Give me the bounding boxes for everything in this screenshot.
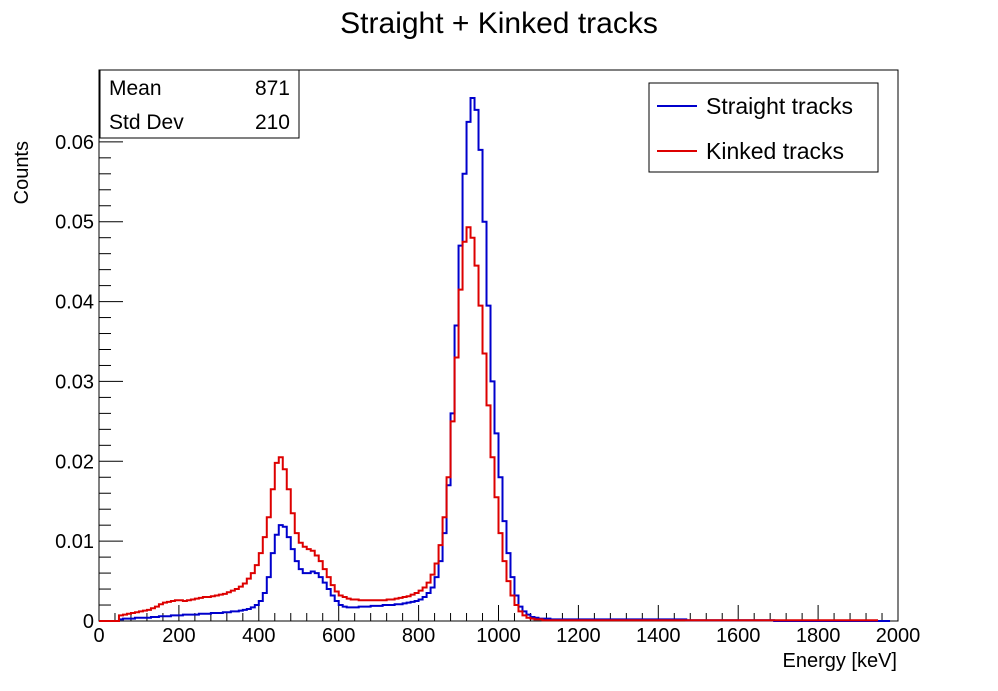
x-tick-label: 400 <box>242 625 275 647</box>
legend: Straight tracks Kinked tracks <box>648 82 879 173</box>
x-tick-label: 1400 <box>636 625 681 647</box>
x-tick-label: 1600 <box>716 625 761 647</box>
chart-title: Straight + Kinked tracks <box>340 7 658 40</box>
series-layer <box>99 96 891 622</box>
legend-label-kinked: Kinked tracks <box>706 138 844 164</box>
y-tick-label: 0.05 <box>55 212 94 234</box>
y-axis-label: Counts <box>11 141 33 204</box>
x-tick-label: 0 <box>93 625 104 647</box>
x-axis: 0 200 400 600 800 1000 1200 1400 1600 1800 2000 <box>93 605 920 647</box>
y-tick-label: 0 <box>83 611 94 633</box>
y-tick-label: 0.06 <box>55 132 94 154</box>
legend-frame <box>648 82 879 173</box>
x-tick-label: 200 <box>162 625 195 647</box>
series-kinked-tracks <box>99 226 879 622</box>
x-tick-label: 1200 <box>556 625 601 647</box>
stats-box-frame <box>99 69 300 139</box>
stats-stddev-label: Std Dev <box>109 111 184 134</box>
legend-label-straight: Straight tracks <box>706 93 853 119</box>
y-axis: 0 0.01 0.02 0.03 0.04 0.05 0.06 <box>55 77 123 633</box>
x-tick-label: 600 <box>322 625 355 647</box>
stats-box: Mean 871 Std Dev 210 <box>99 69 300 139</box>
stats-mean-value: 871 <box>255 77 290 100</box>
y-tick-label: 0.04 <box>55 292 94 314</box>
stats-stddev-value: 210 <box>255 111 290 134</box>
y-tick-label: 0.02 <box>55 451 94 473</box>
x-axis-label: Energy [keV] <box>782 650 897 672</box>
x-tick-label: 1800 <box>796 625 841 647</box>
x-tick-label: 1000 <box>476 625 521 647</box>
series-straight-tracks <box>99 96 891 622</box>
x-tick-label: 800 <box>402 625 435 647</box>
stats-mean-label: Mean <box>109 77 162 100</box>
y-tick-label: 0.01 <box>55 531 94 553</box>
y-tick-label: 0.03 <box>55 371 94 393</box>
x-tick-label: 2000 <box>876 625 921 647</box>
